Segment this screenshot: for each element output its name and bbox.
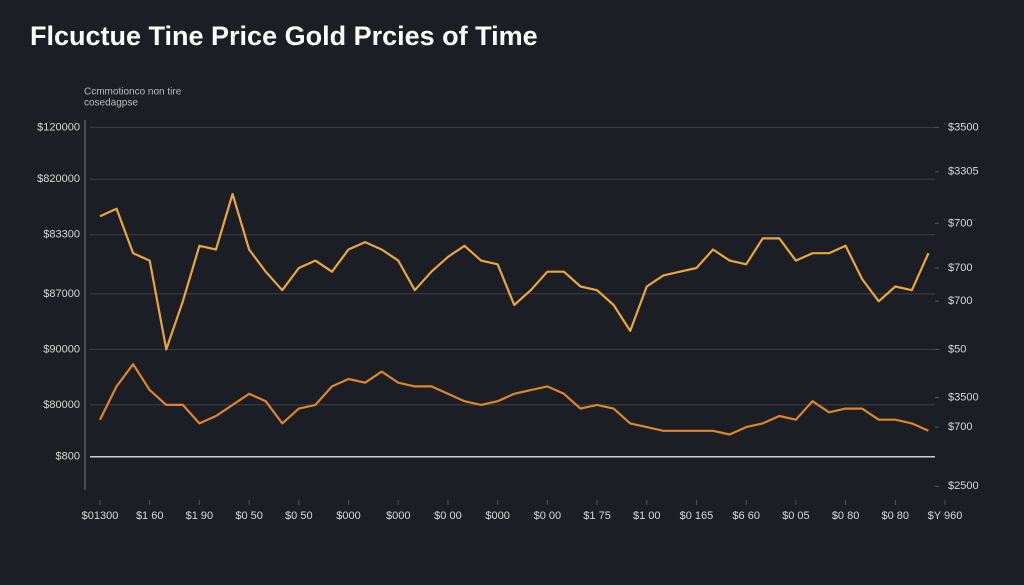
y2-tick-label: $3500 <box>948 391 979 403</box>
y2-tick-label: $50 <box>948 343 966 355</box>
y2-tick-label: $2500 <box>948 480 979 492</box>
y-tick-label: $83300 <box>43 229 80 241</box>
x-tick-label: $1 00 <box>633 510 661 522</box>
chart-title: Flcuctue Tine Price Gold Prcies of Time <box>30 21 538 51</box>
x-tick-label: $0 05 <box>782 510 810 522</box>
x-tick-label: $0 00 <box>534 510 562 522</box>
x-tick-label: $0 165 <box>680 510 714 522</box>
line-series <box>99 192 930 351</box>
x-tick-label: $1 60 <box>136 510 164 522</box>
x-tick-label: $1 75 <box>583 510 611 522</box>
x-tick-label: $000 <box>386 510 410 522</box>
y2-tick-label: $700 <box>948 295 972 307</box>
subtitle: Ccmmotionco non tire <box>84 87 182 98</box>
y-tick-label: $800 <box>56 451 80 463</box>
y2-tick-label: $700 <box>948 262 972 274</box>
x-tick-label: $000 <box>485 510 509 522</box>
subtitle: cosedagpse <box>84 98 138 109</box>
x-tick-label: $0 80 <box>882 510 910 522</box>
y-tick-label: $820000 <box>37 173 80 185</box>
y-tick-label: $90000 <box>43 343 80 355</box>
y-tick-label: $120000 <box>37 121 80 133</box>
y2-tick-label: $700 <box>948 218 972 230</box>
x-tick-label: $6 60 <box>732 510 760 522</box>
y2-tick-label: $700 <box>948 421 972 433</box>
x-tick-label: $1 90 <box>186 510 214 522</box>
y-tick-label: $80000 <box>43 399 80 411</box>
x-tick-label: $0 00 <box>434 510 462 522</box>
x-tick-label: $0 80 <box>832 510 860 522</box>
y2-tick-label: $3305 <box>948 166 979 178</box>
y-tick-label: $87000 <box>43 288 80 300</box>
x-tick-label: $000 <box>336 510 360 522</box>
x-tick-label: $Y 960 <box>928 510 963 522</box>
line-series <box>99 363 929 436</box>
y2-tick-label: $3500 <box>948 121 979 133</box>
x-tick-label: $0 50 <box>235 510 263 522</box>
x-tick-label: $01300 <box>82 510 119 522</box>
x-tick-label: $0 50 <box>285 510 313 522</box>
